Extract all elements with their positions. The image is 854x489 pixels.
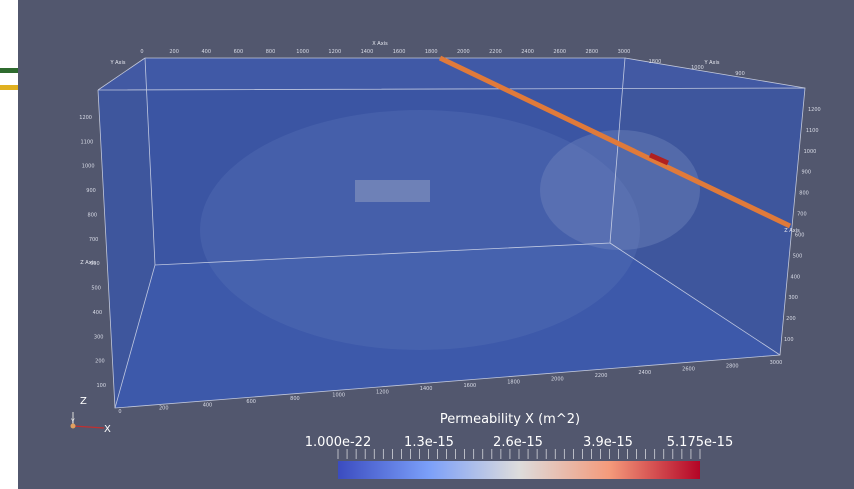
tick-label: 800	[88, 212, 98, 218]
tick-label: 600	[246, 399, 256, 405]
tick-label: 1200	[328, 49, 341, 55]
tick-label: 1000	[82, 164, 95, 170]
colorbar-title: Permeability X (m^2)	[440, 412, 580, 427]
tick-label: 800	[290, 396, 300, 402]
tick-label: 500	[793, 253, 803, 259]
tick-label: 300	[788, 295, 798, 301]
tick-label: 1600	[393, 49, 406, 55]
tick-label: 1800	[425, 49, 438, 55]
tick-label: 200	[95, 359, 105, 365]
orient-label: X	[104, 424, 111, 435]
tick-label: 200	[786, 316, 796, 322]
paraview-screen: X Axis Y Axis Y Axis Z Axis Z Axis Z X Y…	[0, 0, 854, 489]
page: X Axis Y Axis Y Axis Z Axis Z Axis Z X Y…	[0, 0, 854, 489]
tick-label: 600	[234, 49, 244, 55]
tick-label: 3000	[618, 49, 631, 55]
colorbar-label: 1.000e-22	[305, 435, 371, 450]
side-bar	[0, 85, 18, 90]
tick-label: 3000	[770, 360, 783, 366]
tick-label: 1000	[296, 49, 309, 55]
tick-label: 2200	[595, 373, 608, 379]
tick-label: 400	[791, 274, 801, 280]
tick-label: 1400	[420, 386, 433, 392]
tick-label: 900	[86, 188, 96, 194]
tick-label: 2800	[726, 363, 739, 369]
tick-label: 1600	[463, 383, 476, 389]
tick-label: 600	[90, 261, 100, 267]
tick-label: 800	[799, 191, 809, 197]
tick-label: 1200	[376, 389, 389, 395]
tick-label: 0	[118, 409, 121, 415]
tick-label: 500	[91, 286, 101, 292]
feature	[355, 180, 430, 202]
tick-label: 1100	[81, 139, 94, 145]
tick-label: 300	[94, 334, 104, 340]
tick-label: 2800	[585, 49, 598, 55]
tick-label: 1000	[332, 393, 345, 399]
tick-label: 2000	[457, 49, 470, 55]
tick-label: 2400	[638, 370, 651, 376]
tick-label: 400	[93, 310, 103, 316]
axis-title: Y Axis	[703, 60, 719, 66]
colorbar-label: 1.3e-15	[404, 435, 454, 450]
tick-label: 400	[201, 49, 211, 55]
orient-label: Z	[80, 396, 87, 407]
tick-label: 1000	[691, 65, 704, 71]
tick-label: 800	[266, 49, 276, 55]
tick-label: 2400	[521, 49, 534, 55]
tick-label: 2200	[489, 49, 502, 55]
colorbar	[338, 461, 700, 479]
tick-label: 600	[795, 232, 805, 238]
colorbar-ticks	[338, 449, 700, 459]
tick-label: 2600	[553, 49, 566, 55]
tick-label: 2000	[551, 376, 564, 382]
tick-label: 700	[797, 212, 807, 218]
tick-label: 400	[203, 402, 213, 408]
tick-label: 1400	[361, 49, 374, 55]
orient-label: Y	[70, 418, 75, 425]
tick-label: 1100	[806, 128, 819, 134]
tick-label: 200	[159, 406, 169, 412]
tick-label: 0	[140, 49, 143, 55]
axis-title: X Axis	[372, 41, 388, 47]
tick-label: 100	[96, 383, 106, 389]
tick-label: 100	[784, 337, 794, 343]
tick-label: 1200	[808, 107, 821, 113]
tick-label: 1800	[507, 380, 520, 386]
tick-label: 900	[801, 170, 811, 176]
colorbar-label: 3.9e-15	[583, 435, 633, 450]
tick-label: 1000	[804, 149, 817, 155]
colorbar-label: 2.6e-15	[493, 435, 543, 450]
tick-label: 1200	[79, 115, 92, 121]
tick-label: 900	[735, 71, 745, 77]
tick-label: 700	[89, 237, 99, 243]
axis-title: Y Axis	[109, 60, 125, 66]
tick-label: 1800	[649, 59, 662, 65]
colorbar-label: 5.175e-15	[667, 435, 733, 450]
side-strip	[0, 0, 18, 489]
feature	[540, 130, 700, 250]
tick-label: 200	[169, 49, 179, 55]
side-bar	[0, 68, 18, 73]
tick-label: 2600	[682, 367, 695, 373]
